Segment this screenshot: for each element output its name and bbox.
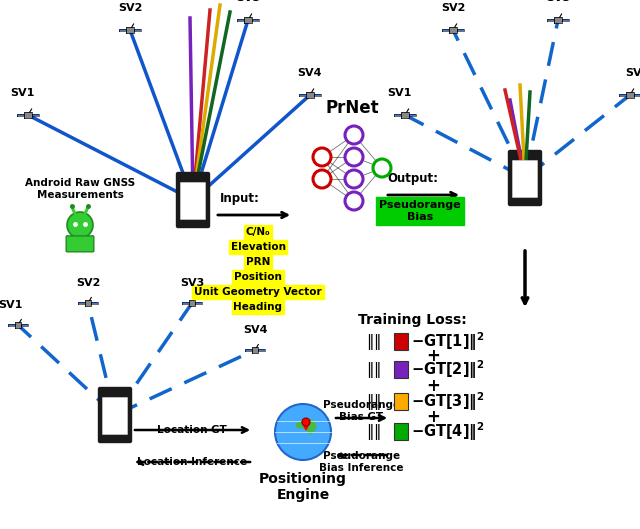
Polygon shape <box>92 302 98 304</box>
Circle shape <box>275 404 331 460</box>
Polygon shape <box>252 19 259 22</box>
Text: $\mathbf{- GT[3]\|^{2}}$: $\mathbf{- GT[3]\|^{2}}$ <box>411 390 484 413</box>
Text: Pseudorange
Bias GT: Pseudorange Bias GT <box>323 400 400 422</box>
Polygon shape <box>302 422 310 430</box>
Polygon shape <box>245 349 252 351</box>
Text: SV1: SV1 <box>10 88 34 98</box>
Text: $\|\|$: $\|\|$ <box>366 422 381 442</box>
Polygon shape <box>134 29 141 31</box>
Text: SV1: SV1 <box>0 300 22 310</box>
Polygon shape <box>8 324 15 326</box>
Text: Location Inference: Location Inference <box>137 457 247 467</box>
Bar <box>394 423 408 440</box>
Circle shape <box>67 212 93 238</box>
Polygon shape <box>24 112 31 118</box>
Polygon shape <box>620 94 627 96</box>
Text: Unit Geometry Vector: Unit Geometry Vector <box>194 287 322 297</box>
Text: Positioning
Engine: Positioning Engine <box>259 472 347 502</box>
Text: SV2: SV2 <box>118 3 142 13</box>
Polygon shape <box>182 302 189 304</box>
Polygon shape <box>244 17 252 23</box>
Polygon shape <box>627 92 634 98</box>
Text: SV2: SV2 <box>441 3 465 13</box>
Text: Location GT: Location GT <box>157 425 227 435</box>
Text: Heading: Heading <box>234 302 282 312</box>
Polygon shape <box>401 112 408 118</box>
Text: $\|\|$: $\|\|$ <box>366 332 381 352</box>
Polygon shape <box>189 300 195 306</box>
Text: SV3: SV3 <box>180 278 204 288</box>
Text: SV4: SV4 <box>626 68 640 78</box>
Polygon shape <box>259 349 265 351</box>
Circle shape <box>345 192 363 210</box>
Polygon shape <box>314 94 321 96</box>
Circle shape <box>373 159 391 177</box>
Text: SV4: SV4 <box>298 68 323 78</box>
FancyBboxPatch shape <box>509 150 541 205</box>
Text: SV2: SV2 <box>76 278 100 288</box>
Text: Pseudorange
Bias: Pseudorange Bias <box>379 200 461 222</box>
Polygon shape <box>394 114 401 116</box>
Polygon shape <box>408 114 416 116</box>
Text: $\mathbf{- GT[4]\|^{2}}$: $\mathbf{- GT[4]\|^{2}}$ <box>411 421 484 443</box>
Polygon shape <box>547 19 554 22</box>
Text: PRN: PRN <box>246 257 270 267</box>
Text: Android Raw GNSS
Measurements: Android Raw GNSS Measurements <box>25 178 135 199</box>
Text: +: + <box>426 347 440 365</box>
Polygon shape <box>562 19 569 22</box>
Text: Elevation: Elevation <box>230 242 285 252</box>
Polygon shape <box>78 302 84 304</box>
Bar <box>394 393 408 410</box>
Bar <box>394 361 408 378</box>
Text: SV4: SV4 <box>243 325 268 335</box>
Text: $\|\|$: $\|\|$ <box>366 360 381 380</box>
Circle shape <box>345 148 363 166</box>
Polygon shape <box>15 322 21 328</box>
FancyBboxPatch shape <box>513 160 538 197</box>
Polygon shape <box>127 27 134 33</box>
Text: $\mathbf{- GT[2]\|^{2}}$: $\mathbf{- GT[2]\|^{2}}$ <box>411 359 484 381</box>
FancyBboxPatch shape <box>102 397 127 434</box>
Text: SV3: SV3 <box>546 0 570 3</box>
Polygon shape <box>119 29 127 31</box>
Polygon shape <box>449 27 456 33</box>
Polygon shape <box>307 92 314 98</box>
Circle shape <box>313 148 331 166</box>
Circle shape <box>345 126 363 144</box>
Polygon shape <box>195 302 202 304</box>
Text: $\|\|$: $\|\|$ <box>366 392 381 412</box>
Polygon shape <box>21 324 28 326</box>
Text: Pseudorange
Bias Inference: Pseudorange Bias Inference <box>319 451 404 472</box>
Polygon shape <box>252 347 259 353</box>
Polygon shape <box>554 17 562 23</box>
FancyBboxPatch shape <box>66 236 94 252</box>
Text: Training Loss:: Training Loss: <box>358 313 467 327</box>
Circle shape <box>345 170 363 188</box>
Polygon shape <box>237 19 244 22</box>
Polygon shape <box>296 419 316 434</box>
Text: Output:: Output: <box>387 172 438 185</box>
FancyBboxPatch shape <box>99 388 131 442</box>
Text: Input:: Input: <box>220 192 260 205</box>
Text: +: + <box>426 408 440 426</box>
Polygon shape <box>84 300 92 306</box>
Circle shape <box>313 170 331 188</box>
Polygon shape <box>17 114 24 116</box>
Circle shape <box>302 418 310 426</box>
Text: $\mathbf{- GT[1]\|^{2}}$: $\mathbf{- GT[1]\|^{2}}$ <box>411 331 484 353</box>
FancyBboxPatch shape <box>180 183 205 220</box>
Polygon shape <box>456 29 464 31</box>
Polygon shape <box>442 29 449 31</box>
Polygon shape <box>634 94 640 96</box>
Text: SV1: SV1 <box>387 88 411 98</box>
Polygon shape <box>31 114 39 116</box>
Text: +: + <box>426 377 440 395</box>
FancyBboxPatch shape <box>177 172 209 227</box>
Text: SV3: SV3 <box>236 0 260 3</box>
Bar <box>394 333 408 350</box>
Text: PrNet: PrNet <box>325 99 379 117</box>
Text: C/N₀: C/N₀ <box>246 227 270 237</box>
Text: Position: Position <box>234 272 282 282</box>
Polygon shape <box>300 94 307 96</box>
